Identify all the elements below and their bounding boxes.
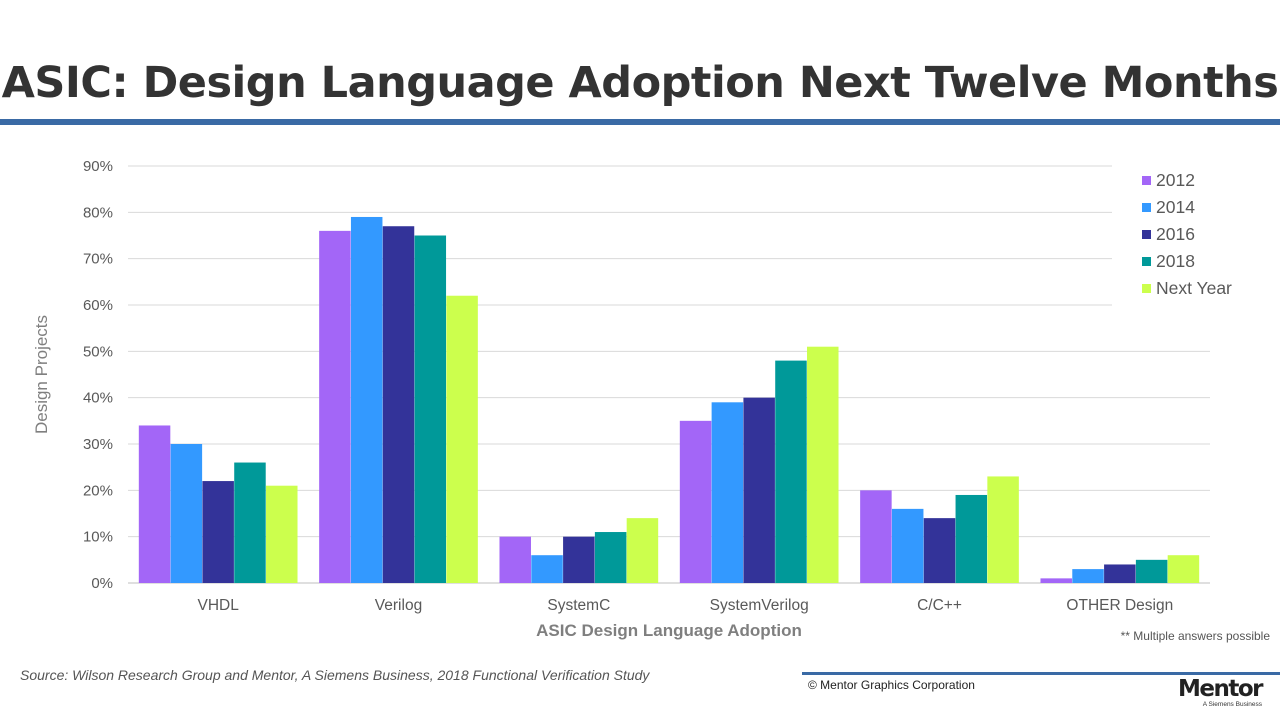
bar (743, 397, 775, 583)
bar (775, 360, 807, 583)
bar (679, 420, 712, 583)
bar (711, 402, 744, 583)
bar-chart: 0% 10% 20% 30% 40% 50% 60% 70% 80% 90% VHDL Verilog… (32, 158, 1242, 640)
bar (202, 481, 234, 583)
legend-label: 2012 (1156, 170, 1195, 190)
bar (1135, 559, 1168, 583)
bar (350, 216, 383, 583)
y-tick-label: 50% (83, 343, 113, 360)
y-tick-label: 80% (83, 204, 113, 221)
logo-wordmark: Mentor (1178, 676, 1264, 702)
footer-divider (802, 672, 1280, 675)
bar (1167, 555, 1200, 583)
bar (319, 230, 351, 583)
bar (170, 444, 203, 583)
legend-swatch (1142, 176, 1151, 185)
legend-swatch (1142, 257, 1151, 266)
logo-tagline: A Siemens Business (1202, 701, 1262, 708)
title-divider (0, 119, 1280, 125)
bar (594, 532, 627, 583)
y-tick-label: 0% (91, 575, 113, 592)
bar (382, 226, 415, 583)
footnote: ** Multiple answers possible (1120, 629, 1270, 643)
bar (987, 476, 1019, 583)
y-axis-title: Design Projects (32, 315, 51, 434)
bar (1104, 564, 1136, 583)
bar (807, 346, 839, 583)
x-tick-label: C/C++ (917, 597, 962, 614)
bar (499, 536, 531, 583)
bar (266, 485, 298, 583)
y-tick-label: 30% (83, 436, 113, 453)
legend-label: Next Year (1156, 278, 1232, 298)
bar (923, 518, 956, 583)
y-tick-label: 90% (83, 158, 113, 175)
legend-label: 2016 (1156, 224, 1195, 244)
y-tick-label: 10% (83, 529, 113, 546)
legend-label: 2018 (1156, 251, 1195, 271)
x-tick-label: SystemVerilog (710, 597, 809, 614)
source-citation: Source: Wilson Research Group and Mentor… (20, 667, 650, 683)
bar (1072, 569, 1104, 583)
bar (626, 518, 659, 583)
legend-swatch (1142, 203, 1151, 212)
y-tick-label: 60% (83, 297, 113, 314)
bar (1040, 578, 1072, 583)
bar (234, 462, 266, 583)
y-tick-label: 70% (83, 251, 113, 268)
bar (138, 425, 171, 583)
x-tick-label: OTHER Design (1066, 597, 1173, 614)
bar (891, 508, 924, 583)
legend-background (1112, 163, 1242, 306)
page-title: ASIC: Design Language Adoption Next Twel… (1, 58, 1279, 108)
bar (531, 555, 563, 583)
y-tick-label: 20% (83, 482, 113, 499)
legend-swatch (1142, 230, 1151, 239)
y-tick-label: 40% (83, 390, 113, 407)
legend-swatch (1142, 284, 1151, 293)
bar (414, 235, 447, 583)
x-tick-label: Verilog (375, 597, 422, 614)
mentor-logo: Mentor A Siemens Business (1178, 676, 1264, 708)
bar (955, 494, 988, 583)
x-axis-title: ASIC Design Language Adoption (536, 621, 802, 640)
bar (860, 490, 892, 583)
copyright-text: © Mentor Graphics Corporation (808, 678, 975, 692)
bar (446, 295, 478, 583)
legend-label: 2014 (1156, 197, 1195, 217)
x-tick-label: VHDL (197, 597, 239, 614)
bar (563, 536, 595, 583)
x-tick-label: SystemC (547, 597, 610, 614)
